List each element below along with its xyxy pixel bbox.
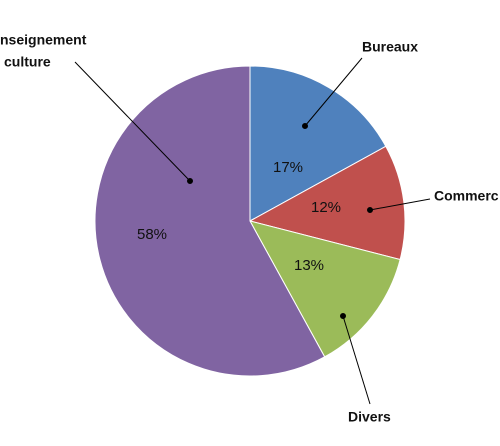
leader-line (369, 198, 431, 211)
leader-lines (74, 57, 431, 405)
leader-dot (302, 123, 308, 129)
value-label: 58% (137, 226, 167, 243)
leader-dot (187, 178, 193, 184)
category-label: culture (4, 54, 51, 70)
category-label: Bureaux (362, 39, 418, 55)
leader-line (304, 57, 363, 127)
pie-slice (94, 65, 326, 377)
category-label: Divers (348, 409, 391, 425)
value-label: 17% (273, 159, 303, 176)
leader-line (342, 315, 371, 405)
value-label: 13% (294, 257, 324, 274)
pie-slice (248, 145, 406, 261)
category-label: nseignement (0, 32, 87, 48)
leader-dot (367, 207, 373, 213)
value-label: 12% (311, 199, 341, 216)
leader-line (74, 61, 191, 182)
pie-slice (249, 65, 387, 222)
leader-dot (340, 313, 346, 319)
pie (94, 65, 406, 377)
pie-slice (249, 220, 401, 358)
category-label: Commerc (434, 188, 499, 204)
